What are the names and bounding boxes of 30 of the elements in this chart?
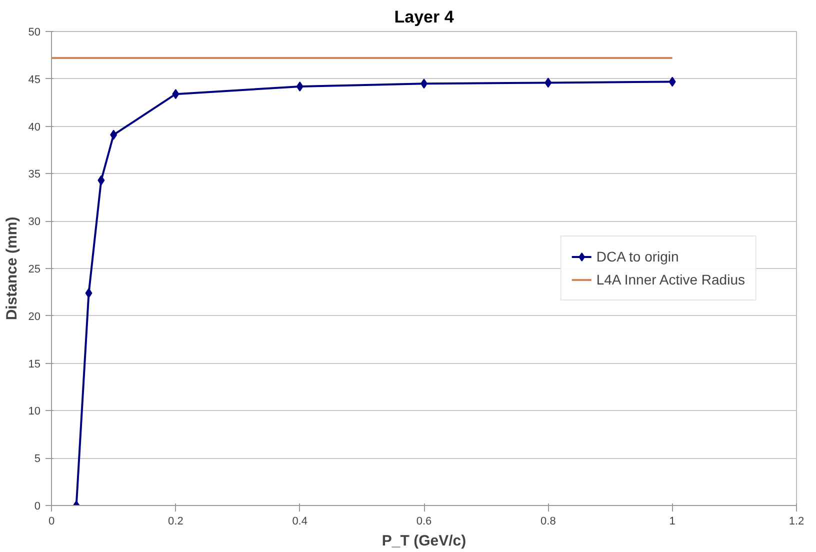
point <box>110 130 118 140</box>
x-tick-label: 1.2 <box>788 516 804 528</box>
y-tick-label: 10 <box>28 406 41 418</box>
x-axis-title: P_T (GeV/c) <box>382 532 466 550</box>
y-tick-label: 30 <box>28 216 41 228</box>
x-tick-label: 0.2 <box>168 516 184 528</box>
y-tick-label: 40 <box>28 121 41 134</box>
y-tick-label: 45 <box>28 74 41 86</box>
y-tick-label: 15 <box>28 358 41 370</box>
chart-title: Layer 4 <box>394 8 454 26</box>
x-tick-label: 0.8 <box>540 516 556 528</box>
point <box>98 175 105 186</box>
y-tick-label: 50 <box>28 26 41 38</box>
x-tick-label: 0 <box>48 516 55 528</box>
y-tick-label: 25 <box>28 264 41 276</box>
y-tick-label: 35 <box>28 168 41 181</box>
y-tick-label: 0 <box>34 500 41 512</box>
point <box>172 89 180 100</box>
x-tick-label: 1 <box>669 516 676 528</box>
point <box>668 76 676 87</box>
legend-label: DCA to origin <box>596 248 679 264</box>
point <box>85 288 92 298</box>
y-axis-title: Distance (mm) <box>3 216 20 320</box>
y-tick-label: 20 <box>28 310 41 323</box>
legend-label: L4A Inner Active Radius <box>596 272 745 288</box>
x-tick-label: 0.6 <box>416 516 432 528</box>
point <box>544 78 552 88</box>
x-tick-label: 0.4 <box>292 516 308 528</box>
y-tick-label: 5 <box>34 453 41 466</box>
point <box>296 81 304 92</box>
